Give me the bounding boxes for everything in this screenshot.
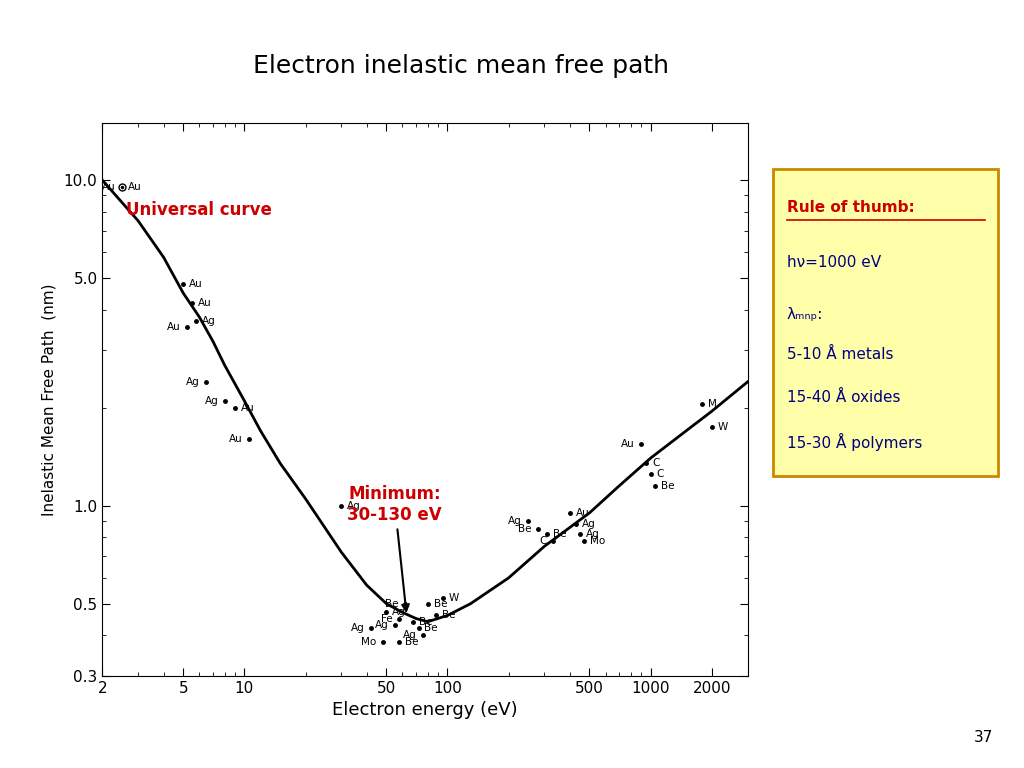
Text: Mo: Mo xyxy=(590,536,605,546)
Text: Be: Be xyxy=(518,524,531,534)
Text: 37: 37 xyxy=(974,730,993,745)
Text: Au: Au xyxy=(622,439,635,449)
Text: Be: Be xyxy=(660,481,675,491)
Text: Au: Au xyxy=(198,298,211,308)
Text: Minimum:
30-130 eV: Minimum: 30-130 eV xyxy=(347,485,442,611)
Text: Au: Au xyxy=(102,183,116,193)
Text: Ag: Ag xyxy=(392,607,407,617)
Text: Ag: Ag xyxy=(508,515,522,525)
Text: Au: Au xyxy=(189,279,203,289)
Text: Fe: Fe xyxy=(381,614,393,624)
Text: 5-10 Å metals: 5-10 Å metals xyxy=(786,347,893,362)
Text: Ag: Ag xyxy=(186,377,200,387)
Text: Au: Au xyxy=(228,434,243,444)
Text: Be: Be xyxy=(425,624,438,634)
Text: Mo: Mo xyxy=(361,637,377,647)
Text: Ag: Ag xyxy=(205,396,218,406)
Text: Au: Au xyxy=(167,322,180,332)
Text: hν=1000 eV: hν=1000 eV xyxy=(786,255,881,270)
Text: Be: Be xyxy=(385,598,399,608)
Text: λₘₙₚ:: λₘₙₚ: xyxy=(786,307,823,323)
Text: W: W xyxy=(449,593,459,603)
Text: Rule of thumb:: Rule of thumb: xyxy=(786,200,914,215)
Text: Be: Be xyxy=(442,611,456,621)
Text: Ag: Ag xyxy=(203,316,216,326)
Text: M: M xyxy=(709,399,717,409)
Text: Universal curve: Universal curve xyxy=(126,201,271,220)
Text: Ag: Ag xyxy=(351,624,365,634)
Text: Au: Au xyxy=(128,183,141,193)
Text: 15-40 Å oxides: 15-40 Å oxides xyxy=(786,390,900,406)
Text: Be: Be xyxy=(434,598,447,608)
Text: Ag: Ag xyxy=(347,501,361,511)
Text: C: C xyxy=(652,458,659,468)
Text: C: C xyxy=(656,469,664,479)
Text: W: W xyxy=(718,422,728,432)
Text: Au: Au xyxy=(575,508,590,518)
Text: Electron inelastic mean free path: Electron inelastic mean free path xyxy=(253,54,669,78)
Y-axis label: Inelastic Mean Free Path  (nm): Inelastic Mean Free Path (nm) xyxy=(42,283,57,515)
Text: Be: Be xyxy=(420,617,433,627)
X-axis label: Electron energy (eV): Electron energy (eV) xyxy=(332,701,518,720)
Text: Ag: Ag xyxy=(582,518,596,528)
Text: Be: Be xyxy=(553,528,566,538)
FancyBboxPatch shape xyxy=(773,169,998,476)
Text: Ag: Ag xyxy=(375,620,388,630)
Text: Ag: Ag xyxy=(403,631,417,641)
Text: Au: Au xyxy=(241,402,255,412)
Text: Ag: Ag xyxy=(586,528,600,538)
Text: 15-30 Å polymers: 15-30 Å polymers xyxy=(786,433,922,451)
Text: Be: Be xyxy=(406,637,419,647)
Text: C: C xyxy=(539,536,547,546)
